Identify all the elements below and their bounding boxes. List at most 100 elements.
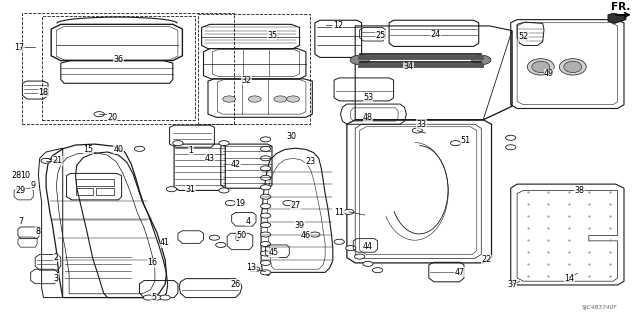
Circle shape	[94, 112, 104, 117]
Text: 11: 11	[334, 208, 344, 217]
Circle shape	[350, 55, 369, 65]
Text: 33: 33	[416, 120, 426, 129]
Circle shape	[334, 239, 344, 244]
Text: 45: 45	[269, 248, 279, 257]
Circle shape	[248, 96, 261, 102]
Circle shape	[472, 55, 491, 65]
Circle shape	[143, 295, 154, 300]
Text: 29: 29	[15, 186, 26, 195]
Circle shape	[219, 141, 229, 146]
Circle shape	[506, 135, 516, 140]
Text: 39: 39	[294, 220, 305, 230]
Bar	[42, 17, 195, 121]
Text: 52: 52	[518, 33, 529, 41]
Circle shape	[41, 158, 51, 163]
Circle shape	[451, 141, 461, 146]
Text: FR.: FR.	[611, 2, 630, 12]
Text: 28: 28	[11, 171, 21, 180]
Text: 37: 37	[507, 280, 517, 289]
Bar	[96, 188, 114, 195]
Text: 44: 44	[363, 242, 373, 251]
Text: 27: 27	[291, 201, 301, 210]
Text: 18: 18	[38, 88, 49, 97]
Text: 48: 48	[363, 113, 373, 122]
Text: 7: 7	[18, 217, 23, 226]
Circle shape	[344, 209, 354, 214]
Text: 12: 12	[333, 21, 343, 30]
Circle shape	[223, 96, 236, 102]
Text: 5: 5	[151, 293, 156, 302]
Circle shape	[152, 295, 162, 300]
Text: 40: 40	[113, 145, 124, 154]
Text: 1: 1	[188, 146, 193, 155]
Ellipse shape	[527, 59, 554, 75]
Circle shape	[166, 187, 177, 192]
Text: 14: 14	[564, 273, 575, 283]
Bar	[76, 179, 114, 186]
Circle shape	[260, 270, 271, 275]
Circle shape	[260, 175, 271, 180]
Text: 8: 8	[36, 227, 41, 236]
Circle shape	[372, 268, 383, 273]
Circle shape	[260, 223, 271, 228]
Circle shape	[260, 251, 271, 256]
Text: 36: 36	[113, 55, 124, 63]
Circle shape	[209, 235, 220, 240]
Circle shape	[260, 146, 271, 151]
Text: 23: 23	[305, 157, 316, 166]
Circle shape	[216, 242, 226, 248]
Polygon shape	[608, 13, 626, 23]
Ellipse shape	[532, 61, 550, 72]
Circle shape	[412, 128, 422, 133]
Circle shape	[260, 213, 271, 218]
Circle shape	[173, 141, 183, 146]
Text: 32: 32	[241, 76, 252, 85]
Circle shape	[260, 185, 271, 190]
Text: 6: 6	[234, 234, 239, 243]
Text: 49: 49	[544, 69, 554, 78]
Text: 47: 47	[454, 268, 465, 277]
Text: 16: 16	[147, 258, 157, 267]
Bar	[22, 13, 234, 124]
Circle shape	[225, 201, 236, 205]
Text: 24: 24	[430, 30, 440, 39]
Text: 3: 3	[54, 273, 59, 283]
Circle shape	[260, 156, 271, 161]
Text: 30: 30	[286, 132, 296, 141]
Text: 22: 22	[481, 255, 492, 264]
Text: 38: 38	[574, 186, 584, 195]
Bar	[76, 188, 93, 195]
Text: 9: 9	[31, 181, 36, 189]
Circle shape	[160, 295, 170, 300]
Text: 10: 10	[20, 171, 31, 180]
Text: 26: 26	[230, 280, 241, 289]
Circle shape	[274, 96, 287, 102]
Circle shape	[219, 188, 229, 193]
Circle shape	[283, 201, 293, 205]
Text: 50: 50	[237, 231, 247, 240]
Text: 46: 46	[301, 231, 311, 240]
Bar	[198, 14, 310, 124]
Text: 43: 43	[205, 154, 215, 163]
Text: 2: 2	[54, 253, 59, 262]
Circle shape	[260, 260, 271, 265]
Text: SJC4B3740F: SJC4B3740F	[582, 305, 618, 310]
Circle shape	[260, 166, 271, 171]
Circle shape	[506, 145, 516, 150]
Circle shape	[260, 204, 271, 209]
Text: 42: 42	[230, 160, 241, 169]
Circle shape	[363, 261, 373, 266]
Circle shape	[134, 146, 145, 151]
Circle shape	[355, 254, 365, 259]
Circle shape	[260, 232, 271, 237]
Circle shape	[260, 241, 271, 247]
Text: 41: 41	[160, 238, 170, 247]
Circle shape	[260, 137, 271, 142]
Text: 35: 35	[267, 31, 277, 40]
Text: 20: 20	[107, 114, 117, 122]
Text: 21: 21	[52, 156, 63, 165]
Text: 51: 51	[461, 136, 471, 145]
Circle shape	[287, 96, 300, 102]
Text: 25: 25	[376, 31, 386, 40]
Text: 4: 4	[246, 217, 251, 226]
